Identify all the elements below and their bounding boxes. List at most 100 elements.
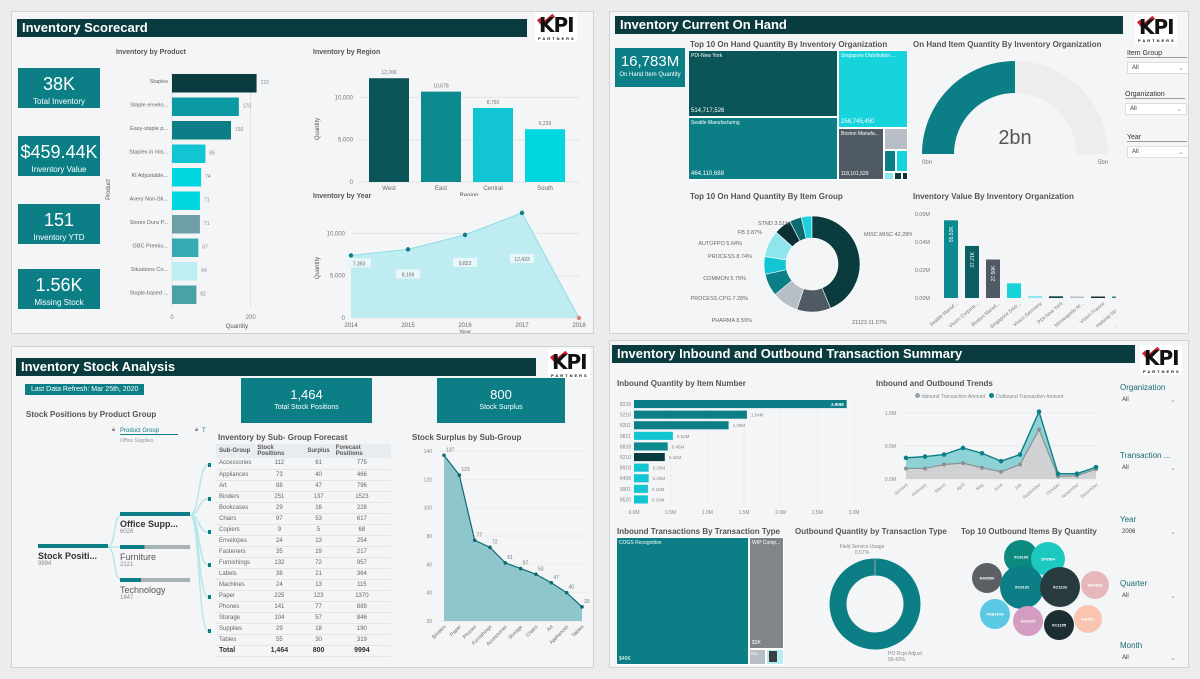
data-point[interactable]	[472, 538, 477, 543]
table-row[interactable]: Chairs 97 53 617	[216, 513, 391, 525]
treemap-cell[interactable]	[894, 172, 902, 180]
item-group-dropdown[interactable]: All ⌄	[1127, 62, 1188, 74]
bar[interactable]	[634, 442, 668, 451]
bar[interactable]	[1028, 295, 1042, 298]
tree-node-office-supplies[interactable]: Office Supp... 6026	[120, 512, 190, 535]
inbound-point[interactable]	[1018, 462, 1022, 467]
data-point[interactable]	[488, 545, 492, 550]
treemap-cell[interactable]	[902, 172, 908, 180]
data-point[interactable]	[462, 232, 468, 238]
data-point[interactable]	[576, 315, 582, 321]
table-row[interactable]: Furnishings 132 72 957	[216, 557, 391, 569]
quarter-dropdown[interactable]: All ⌄	[1122, 593, 1176, 600]
treemap-cell[interactable]	[896, 150, 908, 172]
bar[interactable]	[634, 474, 649, 483]
outbound-point[interactable]	[960, 445, 966, 451]
bar[interactable]	[172, 262, 198, 281]
bar[interactable]	[525, 129, 565, 182]
treemap-cell[interactable]: WIP Comp... $3K	[749, 537, 784, 649]
column-header[interactable]: Sub-Group	[216, 444, 255, 458]
data-point[interactable]	[503, 561, 508, 565]
treemap-cell[interactable]: COGS Recognition $46K	[616, 537, 749, 665]
table-row[interactable]: Supplies 29 18 190	[216, 623, 391, 635]
table-row[interactable]: Storage 104 57 846	[216, 612, 391, 624]
bar[interactable]	[965, 245, 979, 298]
inbound-point[interactable]	[961, 461, 965, 466]
bar[interactable]	[1007, 283, 1021, 298]
bar[interactable]	[944, 220, 958, 298]
bar[interactable]	[172, 74, 257, 93]
year-dropdown[interactable]: All ⌄	[1127, 146, 1188, 158]
table-row[interactable]: Appliances 73 40 466	[216, 469, 391, 481]
bar[interactable]	[172, 97, 239, 117]
outbound-point[interactable]	[979, 450, 985, 456]
treemap-cell[interactable]: Boston Manufa... 118,101,529	[838, 128, 884, 180]
bar[interactable]	[1049, 296, 1063, 298]
kpi-card-total-stock-positions[interactable]: 1,464 Total Stock Positions	[241, 378, 372, 423]
bubble[interactable]	[1081, 571, 1109, 599]
table-row[interactable]: Art 88 47 796	[216, 480, 391, 492]
bar[interactable]	[1070, 296, 1084, 299]
kpi-card-on-hand-quantity[interactable]: 16,783M On Hand Item Quantity	[615, 48, 685, 87]
tree-node-technology[interactable]: Technology 1847	[120, 578, 190, 601]
inbound-point[interactable]	[1037, 427, 1041, 432]
bubble[interactable]	[1074, 605, 1102, 633]
bar[interactable]	[172, 285, 197, 305]
bar[interactable]	[172, 191, 200, 211]
data-point[interactable]	[534, 572, 538, 577]
outbound-point[interactable]	[903, 455, 909, 461]
inbound-point[interactable]	[980, 465, 984, 470]
data-point[interactable]	[405, 247, 411, 252]
bubble[interactable]	[1004, 540, 1038, 574]
table-row[interactable]: Machines 24 13 115	[216, 579, 391, 591]
inbound-point[interactable]	[923, 466, 927, 471]
bubble[interactable]	[1040, 567, 1080, 607]
bar[interactable]	[634, 463, 649, 472]
bar[interactable]	[634, 400, 847, 409]
data-point[interactable]	[519, 210, 525, 216]
bubble[interactable]	[1000, 565, 1044, 609]
outbound-point[interactable]	[1074, 471, 1080, 477]
data-point[interactable]	[518, 566, 523, 571]
organization-dropdown[interactable]: All ⌄	[1122, 397, 1176, 404]
table-row[interactable]: Paper 225 123 1370	[216, 590, 391, 602]
transaction-type-dropdown[interactable]: All ⌄	[1122, 465, 1176, 472]
bubble[interactable]	[972, 563, 1002, 593]
inbound-point[interactable]	[904, 466, 908, 471]
treemap-cell[interactable]	[769, 651, 777, 662]
table-row[interactable]: Binders 251 137 1523	[216, 491, 391, 503]
bar[interactable]	[634, 495, 648, 504]
sub-group-filter[interactable]: T	[202, 428, 206, 434]
bar[interactable]	[986, 259, 1000, 299]
bubble[interactable]	[1044, 610, 1074, 640]
product-group-filter[interactable]: Product Group	[120, 428, 178, 435]
bar[interactable]	[634, 421, 729, 430]
kpi-card-total-inventory[interactable]: 38K Total Inventory	[18, 68, 100, 108]
treemap-cell[interactable]	[884, 150, 896, 172]
inbound-point[interactable]	[942, 462, 946, 467]
table-row[interactable]: Envelopes 24 13 254	[216, 535, 391, 547]
bubble[interactable]	[980, 599, 1010, 629]
table-row[interactable]: Accessories 112 61 775	[216, 458, 391, 470]
treemap-cell[interactable]: Rel...	[749, 649, 766, 665]
outbound-point[interactable]	[1093, 464, 1099, 470]
table-row[interactable]: Tables 55 30 319	[216, 634, 391, 646]
kpi-card-inventory-ytd[interactable]: 151 Inventory YTD	[18, 204, 100, 244]
outbound-point[interactable]	[1017, 452, 1023, 457]
outbound-point[interactable]	[941, 452, 947, 457]
kpi-card-inventory-value[interactable]: $459.44K Inventory Value	[18, 136, 100, 176]
donut-slice[interactable]	[789, 216, 807, 242]
bar[interactable]	[634, 431, 673, 440]
column-header[interactable]: Surplus	[304, 444, 333, 458]
table-row[interactable]: Copiers 9 5 68	[216, 524, 391, 536]
bar[interactable]	[172, 215, 200, 234]
bar[interactable]	[172, 121, 231, 140]
treemap-cell[interactable]: PDI-New York 514,717,526	[688, 50, 838, 117]
treemap-cell[interactable]: Singapore Distribution ... 258,745,450	[838, 50, 908, 128]
month-dropdown[interactable]: All ⌄	[1122, 655, 1176, 662]
bar[interactable]	[172, 144, 206, 164]
tree-node-root[interactable]: Stock Positi... 9994	[38, 544, 108, 567]
table-row[interactable]: Bookcases 29 16 228	[216, 502, 391, 514]
donut-slice[interactable]	[811, 215, 861, 309]
bubble[interactable]	[1013, 606, 1043, 636]
